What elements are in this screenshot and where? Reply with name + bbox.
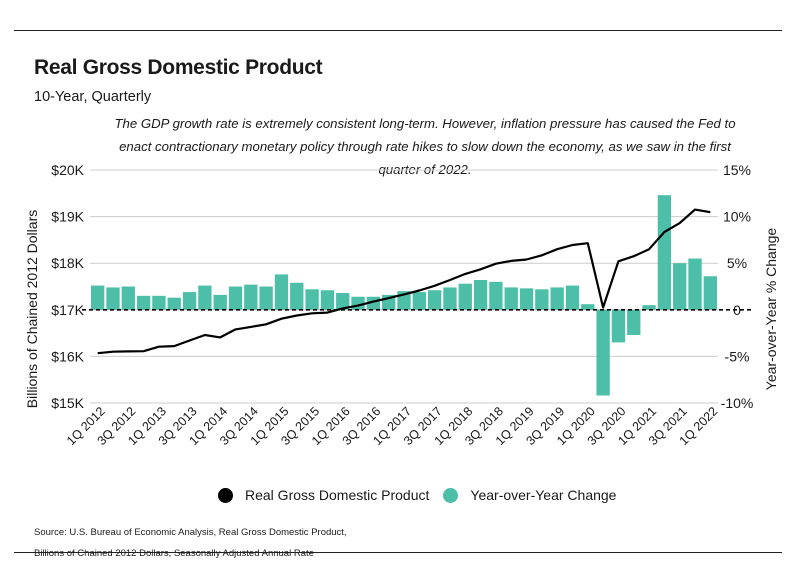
yoy-bar: [106, 287, 120, 310]
yoy-bar: [673, 263, 687, 310]
yoy-bar: [443, 287, 457, 310]
chart-annotation: The GDP growth rate is extremely consist…: [114, 116, 736, 177]
left-tick-label: $15K: [51, 395, 84, 411]
yoy-bar: [535, 289, 549, 310]
yoy-bar: [198, 285, 212, 310]
gdp-line: [97, 208, 711, 355]
left-axis-ticks: $15K $16K $17K $18K $19K $20K: [51, 162, 84, 411]
yoy-bar: [290, 282, 304, 310]
yoy-bar: [213, 294, 227, 310]
legend: Real Gross Domestic Product Year-over-Ye…: [218, 487, 630, 503]
gdp-chart: $15K $16K $17K $18K $19K $20K -10% -5% 0 5% 10% 15…: [24, 162, 779, 448]
legend-item-yoy: Year-over-Year Change: [443, 487, 616, 503]
yoy-bar: [259, 286, 273, 310]
right-tick-label: 0: [733, 302, 741, 318]
right-tick-label: 5%: [727, 255, 747, 271]
left-tick-label: $16K: [51, 348, 84, 364]
chart-subtitle: 10-Year, Quarterly: [34, 89, 152, 105]
left-tick-label: $20K: [51, 162, 84, 178]
yoy-bar: [504, 287, 518, 310]
yoy-bar: [489, 281, 503, 310]
yoy-bar: [565, 285, 580, 310]
source-note: Source: U.S. Bureau of Economic Analysis…: [34, 522, 347, 564]
grid-lines: [90, 169, 718, 404]
yoy-bar: [427, 290, 442, 310]
yoy-bar: [228, 286, 243, 310]
left-tick-label: $19K: [51, 209, 84, 225]
yoy-bar: [136, 295, 151, 310]
right-axis-label: Year-over-Year % Change: [763, 228, 779, 391]
legend-gdp-label: Real Gross Domestic Product: [245, 487, 430, 503]
yoy-bar: [688, 258, 702, 310]
right-tick-label: -5%: [725, 348, 750, 364]
left-axis-label: Billions of Chained 2012 Dollars: [24, 210, 40, 408]
yoy-bar: [320, 290, 335, 310]
yoy-bar: [703, 276, 717, 310]
source-line-1: Source: U.S. Bureau of Economic Analysis…: [34, 527, 347, 538]
chart-title: Real Gross Domestic Product: [34, 56, 323, 79]
right-tick-label: -10%: [721, 395, 754, 411]
yoy-bar: [167, 297, 181, 310]
legend-yoy-swatch: [443, 487, 459, 503]
yoy-bar: [550, 287, 564, 310]
yoy-bar: [412, 292, 426, 310]
yoy-bar: [244, 284, 258, 310]
yoy-bar: [458, 283, 472, 310]
yoy-bar: [152, 295, 166, 310]
yoy-bar: [519, 288, 534, 310]
right-tick-label: 10%: [723, 209, 751, 225]
right-axis-ticks: -10% -5% 0 5% 10% 15%: [721, 162, 754, 411]
yoy-bar: [596, 309, 610, 396]
yoy-bar: [336, 293, 350, 310]
yoy-bar: [611, 309, 626, 343]
yoy-bar: [473, 279, 488, 310]
right-tick-label: 15%: [723, 162, 751, 178]
left-tick-label: $18K: [51, 255, 84, 271]
left-tick-label: $17K: [51, 302, 84, 318]
yoy-bar: [91, 285, 105, 310]
bottom-rule: [14, 552, 782, 553]
yoy-bar: [182, 292, 197, 310]
yoy-bar: [305, 289, 319, 310]
yoy-bar: [274, 274, 289, 310]
legend-yoy-label: Year-over-Year Change: [470, 487, 617, 503]
yoy-bar: [657, 195, 672, 310]
top-rule: [14, 30, 782, 31]
yoy-bar: [121, 286, 135, 310]
yoy-bar: [581, 304, 595, 310]
source-line-2: Billions of Chained 2012 Dollars, Season…: [34, 548, 314, 559]
yoy-bar: [627, 309, 641, 335]
yoy-bar: [642, 305, 656, 310]
legend-gdp-swatch: [218, 487, 233, 503]
legend-item-gdp: Real Gross Domestic Product: [218, 487, 429, 503]
